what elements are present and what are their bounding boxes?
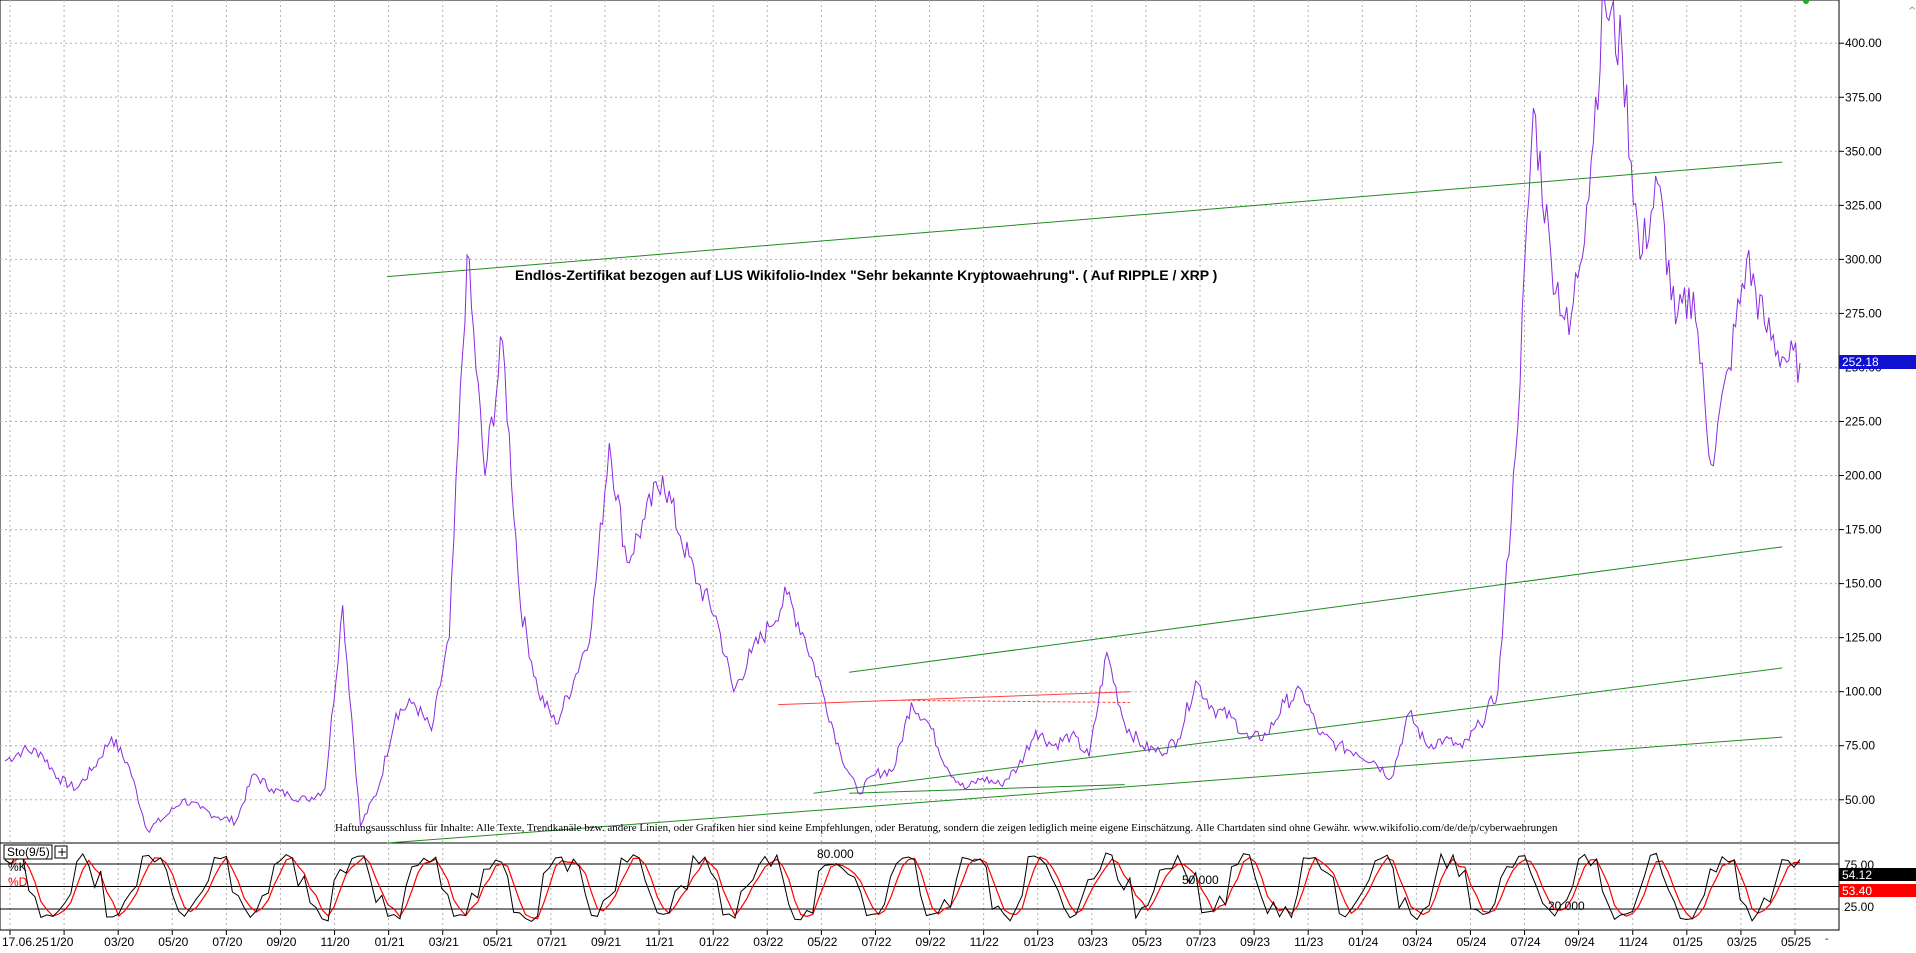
price-series bbox=[4, 0, 1801, 834]
k-value-label: 54.12 bbox=[1842, 868, 1872, 882]
stoch-level-80: 80.000 bbox=[817, 847, 854, 861]
stoch-k-line bbox=[4, 852, 1801, 922]
x-tick-label: 11/24 bbox=[1619, 935, 1648, 948]
y-tick-label: 400.00 bbox=[1845, 36, 1882, 50]
y-tick-label: 225.00 bbox=[1845, 415, 1882, 429]
x-tick-label: 05/20 bbox=[158, 935, 188, 948]
price-axis-area bbox=[1839, 0, 1916, 948]
y-tick-label: 325.00 bbox=[1845, 198, 1882, 212]
k-value-badge bbox=[1839, 868, 1916, 881]
green-trendline bbox=[849, 546, 1783, 673]
stoch-level-20: 20.000 bbox=[1548, 899, 1585, 913]
d-value-badge bbox=[1839, 884, 1916, 897]
x-tick-label: 09/22 bbox=[916, 935, 946, 948]
x-tick-label: 03/24 bbox=[1402, 935, 1432, 948]
green-trendline bbox=[849, 784, 1125, 794]
x-tick-label: 05/22 bbox=[807, 935, 837, 948]
scroll-right-icon[interactable]: - bbox=[1825, 934, 1829, 945]
marker-icon bbox=[1803, 0, 1809, 4]
price-axis-ticks: 50.00 75.00 100.00 125.00 150.00 175.00 200.00… bbox=[1839, 36, 1882, 807]
main-grid bbox=[0, 0, 1839, 843]
x-tick-label: 07/21 bbox=[537, 935, 567, 948]
disclaimer-text: Haftungsausschluss für Inhalte: Alle Tex… bbox=[335, 822, 1558, 834]
green-trendline bbox=[387, 161, 1783, 278]
x-tick-label: 01/24 bbox=[1348, 935, 1378, 948]
x-tick-label: 03/20 bbox=[104, 935, 134, 948]
chart-title: Endlos-Zertifikat bezogen auf LUS Wikifo… bbox=[515, 267, 1217, 283]
y-tick-label: 300.00 bbox=[1845, 252, 1882, 266]
trendlines bbox=[387, 161, 1783, 844]
stoch-ytick-25: 25.00 bbox=[1844, 900, 1874, 914]
indicator-label: Sto(9/5) bbox=[7, 845, 50, 859]
x-tick-label: 07/23 bbox=[1186, 935, 1216, 948]
x-tick-label: 17.06.25 bbox=[2, 935, 49, 948]
d-legend-label: %D bbox=[8, 875, 28, 889]
red-dotted-line bbox=[902, 699, 1130, 703]
y-tick-label: 200.00 bbox=[1845, 469, 1882, 483]
x-tick-label: 09/21 bbox=[591, 935, 621, 948]
stoch-level-50: 50.000 bbox=[1182, 873, 1219, 887]
y-tick-label: 375.00 bbox=[1845, 90, 1882, 104]
x-tick-label: 01/23 bbox=[1024, 935, 1054, 948]
x-tick-label: 09/24 bbox=[1565, 935, 1595, 948]
x-tick-label: 05/21 bbox=[483, 935, 513, 948]
date-axis-ticks: 17.06.25 1/20 03/20 05/20 07/20 09/20 11/20 01/… bbox=[2, 930, 1811, 949]
price-line bbox=[4, 0, 1801, 834]
red-resistance-line bbox=[778, 691, 1131, 706]
y-tick-label: 125.00 bbox=[1845, 631, 1882, 645]
x-tick-label: 11/23 bbox=[1294, 935, 1323, 948]
indicator-label-box[interactable] bbox=[3, 844, 53, 860]
last-value-badge bbox=[1839, 355, 1916, 369]
y-tick-label: 150.00 bbox=[1845, 577, 1882, 591]
y-tick-label: 350.00 bbox=[1845, 144, 1882, 158]
x-tick-label: 03/21 bbox=[429, 935, 459, 948]
y-tick-label: 175.00 bbox=[1845, 523, 1882, 537]
y-tick-label: 100.00 bbox=[1845, 685, 1882, 699]
stochastic-series bbox=[4, 852, 1801, 922]
green-trendline bbox=[387, 736, 1783, 844]
y-tick-label: 75.00 bbox=[1845, 739, 1875, 753]
x-tick-label: 03/22 bbox=[753, 935, 783, 948]
x-tick-label: 01/22 bbox=[699, 935, 729, 948]
scroll-up-icon[interactable]: ^ bbox=[1908, 6, 1916, 17]
x-tick-label: 09/23 bbox=[1240, 935, 1270, 948]
x-tick-label: 11/22 bbox=[970, 935, 999, 948]
y-tick-label: 275.00 bbox=[1845, 306, 1882, 320]
x-tick-label: 11/20 bbox=[321, 935, 350, 948]
green-trendline bbox=[813, 667, 1783, 794]
x-tick-label: 11/21 bbox=[645, 935, 674, 948]
x-tick-label: 05/23 bbox=[1132, 935, 1162, 948]
x-tick-label: 03/23 bbox=[1078, 935, 1108, 948]
x-tick-label: 05/25 bbox=[1781, 935, 1811, 948]
x-tick-label: 01/25 bbox=[1673, 935, 1703, 948]
x-tick-label: 07/22 bbox=[861, 935, 891, 948]
y-tick-label: 50.00 bbox=[1845, 793, 1875, 807]
d-value-label: 53.40 bbox=[1842, 884, 1872, 898]
plus-icon: + bbox=[57, 845, 67, 859]
indicator-settings-button[interactable] bbox=[54, 845, 68, 859]
x-tick-label: 07/20 bbox=[212, 935, 242, 948]
x-tick-label: 1/20 bbox=[50, 935, 74, 948]
stoch-d-line bbox=[4, 856, 1801, 920]
x-tick-label: 03/25 bbox=[1727, 935, 1757, 948]
x-tick-label: 07/24 bbox=[1511, 935, 1541, 948]
k-legend-label: %K bbox=[8, 860, 27, 874]
x-tick-label: 05/24 bbox=[1456, 935, 1486, 948]
x-tick-label: 09/20 bbox=[266, 935, 296, 948]
x-tick-label: 01/21 bbox=[375, 935, 405, 948]
last-value-label: 252.18 bbox=[1842, 355, 1879, 369]
